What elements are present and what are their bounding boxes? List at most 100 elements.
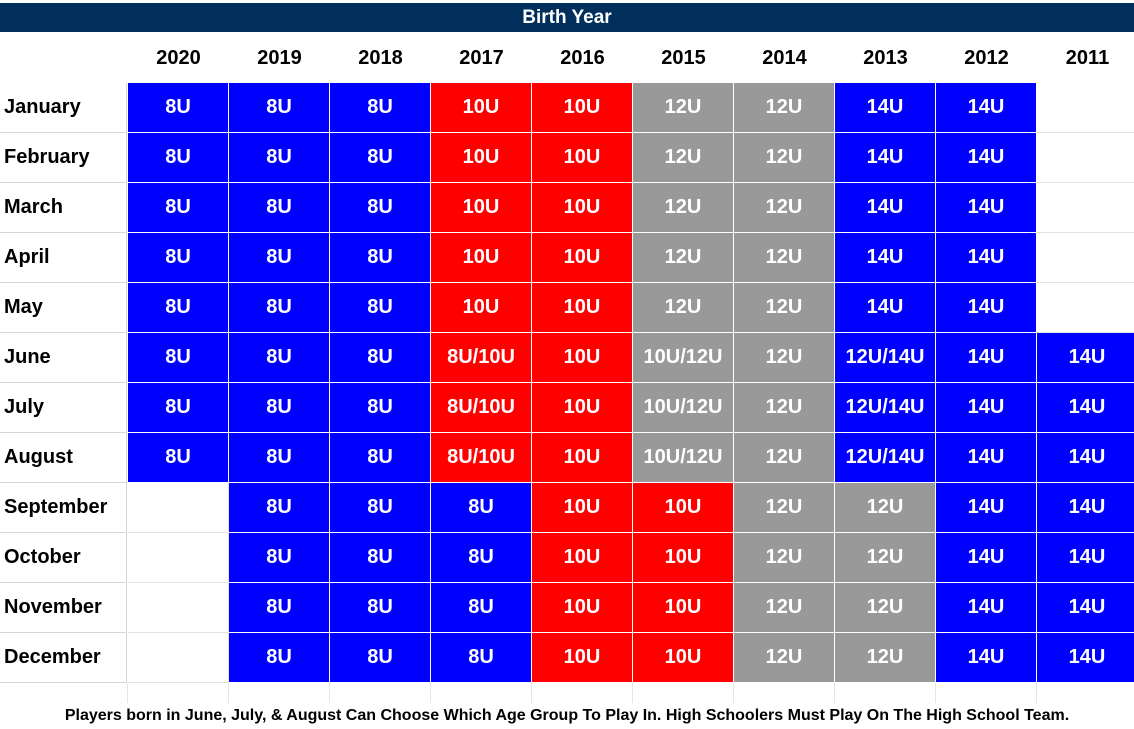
age-group-cell: 12U/14U: [835, 433, 936, 483]
age-group-cell: 10U: [633, 583, 734, 633]
age-group-cell: 12U: [734, 483, 835, 533]
age-group-cell: 10U/12U: [633, 333, 734, 383]
age-group-cell: 14U: [1037, 433, 1134, 483]
year-header-2012: 2012: [964, 46, 1009, 69]
year-header-2015: 2015: [661, 46, 706, 69]
age-group-cell: 12U: [835, 483, 936, 533]
age-group-cell: [1037, 83, 1134, 133]
age-group-cell: 10U: [532, 533, 633, 583]
age-group-cell: 10U: [633, 483, 734, 533]
year-header-2019: 2019: [257, 46, 302, 69]
age-group-cell: 14U: [936, 633, 1037, 683]
age-group-cell: 12U: [734, 283, 835, 333]
month-label-june: June: [0, 333, 127, 383]
age-group-cell: 12U: [633, 183, 734, 233]
age-group-cell: 8U: [330, 633, 431, 683]
age-group-cell: 8U/10U: [431, 383, 532, 433]
age-group-cell: 14U: [936, 533, 1037, 583]
age-group-cell: 14U: [936, 383, 1037, 433]
age-group-cell: 10U: [532, 433, 633, 483]
age-group-cell: [1037, 133, 1134, 183]
age-group-cell: [128, 533, 229, 583]
age-group-cell: 12U/14U: [835, 333, 936, 383]
age-group-cell: 8U: [128, 333, 229, 383]
age-group-cell: 8U: [431, 533, 532, 583]
age-group-cell: 10U: [532, 83, 633, 133]
age-group-cell: 10U: [532, 583, 633, 633]
age-group-cell: 8U: [330, 83, 431, 133]
age-group-cell: 8U: [128, 133, 229, 183]
month-label-november: November: [0, 583, 127, 633]
age-group-cell: 10U/12U: [633, 433, 734, 483]
age-group-cell: 8U: [128, 233, 229, 283]
age-group-cell: 8U: [431, 483, 532, 533]
year-header-2020: 2020: [156, 46, 201, 69]
age-group-cell: 8U: [330, 583, 431, 633]
month-label-january: January: [0, 83, 127, 133]
age-group-cell: 10U: [431, 183, 532, 233]
age-group-cell: 14U: [835, 83, 936, 133]
age-group-cell: 10U: [532, 383, 633, 433]
age-group-cell: 12U: [835, 583, 936, 633]
age-group-cell: [128, 633, 229, 683]
month-label-august: August: [0, 433, 127, 483]
age-group-cell: 14U: [936, 483, 1037, 533]
age-group-cell: 10U: [633, 633, 734, 683]
grid-line: [935, 683, 936, 703]
age-group-cell: 14U: [1037, 583, 1134, 633]
age-group-cell: 10U: [532, 133, 633, 183]
grid-line: [329, 683, 330, 703]
grid-line: [632, 683, 633, 703]
age-group-cell: 8U: [128, 283, 229, 333]
grid-line: [733, 683, 734, 703]
age-group-cell: 14U: [936, 283, 1037, 333]
age-group-cell: 10U: [431, 283, 532, 333]
age-group-cell: 8U: [330, 333, 431, 383]
age-group-cell: 12U: [734, 133, 835, 183]
month-label-may: May: [0, 283, 127, 333]
month-label-december: December: [0, 633, 127, 683]
age-group-cell: 10U/12U: [633, 383, 734, 433]
grid-line: [531, 683, 532, 703]
age-group-cell: 8U: [128, 183, 229, 233]
month-label-july: July: [0, 383, 127, 433]
age-group-cell: 12U: [633, 233, 734, 283]
age-group-cell: 14U: [936, 133, 1037, 183]
age-group-cell: 12U: [734, 533, 835, 583]
age-group-cell: 12U: [734, 183, 835, 233]
month-label-february: February: [0, 133, 127, 183]
age-group-cell: 14U: [936, 433, 1037, 483]
age-group-cell: 8U: [330, 533, 431, 583]
age-group-cell: 12U: [734, 83, 835, 133]
age-group-cell: 10U: [431, 83, 532, 133]
month-label-september: September: [0, 483, 127, 533]
footer-note: Players born in June, July, & August Can…: [64, 707, 1070, 724]
month-label-march: March: [0, 183, 127, 233]
age-group-cell: 10U: [532, 283, 633, 333]
age-group-cell: 10U: [532, 233, 633, 283]
age-group-cell: 14U: [835, 133, 936, 183]
age-group-cell: 8U: [128, 383, 229, 433]
age-group-cell: 14U: [936, 83, 1037, 133]
age-group-cell: 14U: [1037, 533, 1134, 583]
age-group-cell: 12U: [633, 83, 734, 133]
year-header-2016: 2016: [560, 46, 605, 69]
age-group-cell: 12U: [835, 533, 936, 583]
age-group-cell: 8U: [229, 233, 330, 283]
age-group-cell: 10U: [431, 233, 532, 283]
age-group-cell: [128, 583, 229, 633]
age-group-cell: [1037, 183, 1134, 233]
age-group-cell: 8U: [330, 383, 431, 433]
age-group-cell: 10U: [532, 333, 633, 383]
grid-line: [430, 683, 431, 703]
age-group-cell: 10U: [532, 483, 633, 533]
age-group-cell: 8U: [330, 283, 431, 333]
age-group-cell: 8U: [128, 433, 229, 483]
age-group-cell: 8U/10U: [431, 333, 532, 383]
age-group-cell: [128, 483, 229, 533]
age-group-cell: 12U: [734, 433, 835, 483]
age-group-cell: 8U: [229, 633, 330, 683]
age-group-cell: 8U: [128, 83, 229, 133]
age-group-cell: 8U: [330, 483, 431, 533]
age-group-cell: 8U: [330, 433, 431, 483]
